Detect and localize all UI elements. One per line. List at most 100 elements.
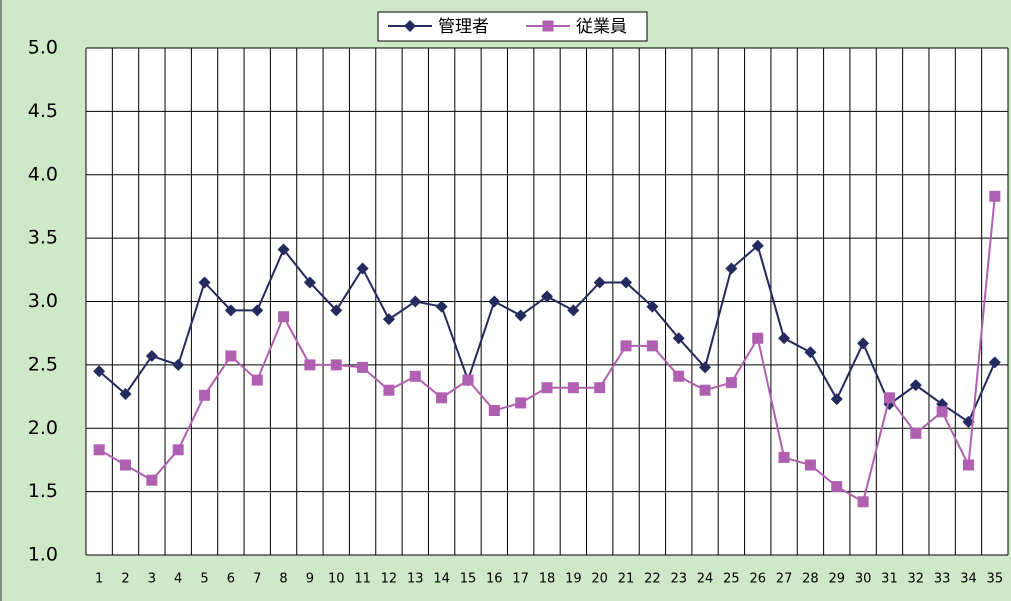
marker: [488, 295, 501, 308]
x-tick-label: 25: [723, 572, 740, 587]
x-tick-label: 30: [855, 572, 872, 587]
y-tick-label: 1.0: [28, 544, 58, 566]
x-tick-label: 13: [407, 572, 424, 587]
x-tick-label: 26: [749, 572, 766, 587]
marker: [594, 382, 606, 394]
marker: [541, 382, 553, 394]
x-tick-label: 4: [174, 572, 182, 587]
marker: [146, 474, 158, 486]
legend-label: 管理者: [438, 17, 489, 37]
marker: [646, 300, 659, 313]
marker: [172, 358, 185, 371]
marker: [462, 374, 474, 386]
marker: [119, 388, 132, 401]
x-tick-label: 15: [460, 572, 477, 587]
marker: [752, 332, 764, 344]
marker: [567, 304, 580, 317]
y-tick-label: 4.5: [28, 100, 58, 122]
marker: [515, 397, 527, 409]
marker: [356, 262, 369, 275]
y-tick-label: 3.0: [28, 290, 58, 312]
x-tick-label: 19: [565, 572, 582, 587]
x-tick-label: 27: [776, 572, 793, 587]
marker: [804, 459, 816, 471]
marker: [542, 20, 554, 32]
marker: [778, 451, 790, 463]
x-tick-label: 5: [200, 572, 208, 587]
x-tick-label: 31: [881, 572, 898, 587]
marker: [120, 459, 132, 471]
marker: [909, 379, 922, 392]
marker: [804, 346, 817, 359]
marker: [778, 332, 791, 345]
x-tick-label: 1: [95, 572, 103, 587]
marker: [488, 405, 500, 417]
marker: [725, 262, 738, 275]
x-tick-label: 2: [121, 572, 129, 587]
x-tick-label: 11: [354, 572, 371, 587]
x-tick-label: 29: [828, 572, 845, 587]
x-tick-label: 32: [908, 572, 925, 587]
marker: [303, 276, 316, 289]
marker: [278, 311, 290, 323]
marker: [857, 496, 869, 508]
marker: [383, 384, 395, 396]
marker: [409, 295, 422, 308]
marker: [436, 392, 448, 404]
x-tick-label: 33: [934, 572, 951, 587]
marker: [330, 304, 343, 317]
x-tick-label: 3: [148, 572, 156, 587]
x-tick-label: 14: [433, 572, 450, 587]
marker: [936, 406, 948, 418]
y-tick-label: 4.0: [28, 163, 58, 185]
x-tick-label: 6: [227, 572, 235, 587]
x-tick-label: 35: [987, 572, 1004, 587]
marker: [404, 20, 416, 32]
marker: [541, 290, 553, 303]
marker: [673, 370, 685, 382]
marker: [304, 359, 316, 371]
marker: [883, 392, 895, 404]
marker: [409, 370, 421, 382]
marker: [435, 300, 448, 313]
x-tick-label: 8: [279, 572, 287, 587]
marker: [93, 444, 105, 456]
marker: [145, 350, 158, 363]
y-tick-label: 2.5: [28, 353, 58, 375]
x-tick-label: 7: [253, 572, 261, 587]
marker: [751, 239, 764, 252]
marker: [830, 393, 843, 406]
x-tick-label: 22: [644, 572, 661, 587]
marker: [699, 384, 711, 396]
marker: [620, 276, 633, 289]
x-tick-label: 18: [539, 572, 556, 587]
marker: [646, 340, 658, 352]
x-tick-label: 23: [670, 572, 687, 587]
marker: [199, 389, 211, 401]
marker: [831, 481, 843, 493]
marker: [699, 361, 712, 374]
marker: [357, 361, 369, 373]
marker: [93, 365, 106, 378]
x-tick-label: 21: [618, 572, 635, 587]
marker: [382, 313, 395, 326]
marker: [251, 374, 263, 386]
marker: [725, 377, 737, 389]
marker: [989, 190, 1001, 202]
y-tick-label: 5.0: [28, 37, 58, 59]
x-tick-label: 20: [591, 572, 608, 587]
marker: [198, 276, 211, 289]
x-tick-label: 17: [512, 572, 529, 587]
legend-label: 従業員: [576, 17, 627, 37]
x-tick-label: 9: [306, 572, 314, 587]
marker: [620, 340, 632, 352]
marker: [172, 444, 184, 456]
y-tick-label: 2.0: [28, 417, 58, 439]
y-tick-label: 1.5: [28, 480, 58, 502]
marker: [988, 356, 1001, 369]
x-tick-label: 24: [697, 572, 714, 587]
marker: [567, 382, 579, 394]
x-tick-label: 12: [381, 572, 398, 587]
x-tick-label: 34: [960, 572, 977, 587]
